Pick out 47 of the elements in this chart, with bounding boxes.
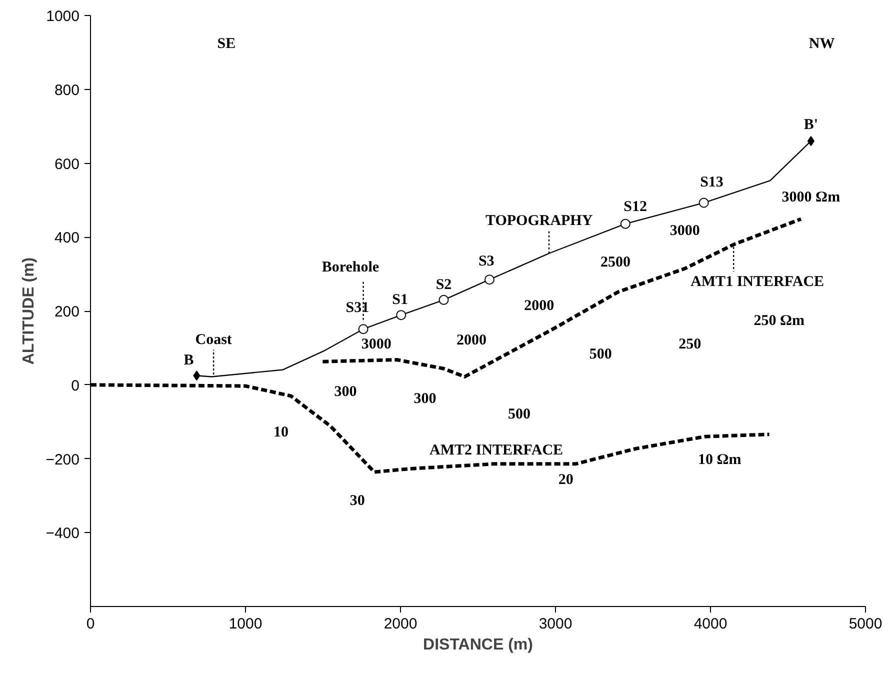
x-tick-label: 3000 <box>538 616 572 632</box>
annotation: 3000 Ωm <box>782 190 841 206</box>
annotation: 500 <box>589 346 612 362</box>
annotation: S31 <box>346 300 370 316</box>
annotation: 2000 <box>456 332 486 348</box>
annotation: 2500 <box>600 254 630 271</box>
y-tick-label: 200 <box>54 304 80 320</box>
x-axis-title: DISTANCE (m) <box>423 636 533 654</box>
y-tick-label: 400 <box>54 230 80 247</box>
annotation: 10 <box>273 424 288 440</box>
annotation: S12 <box>624 198 647 215</box>
annotation: 10 Ωm <box>698 452 742 468</box>
x-tick-label: 5000 <box>848 616 882 632</box>
annotation: 20 <box>558 472 574 488</box>
annotation: S13 <box>700 174 724 190</box>
y-tick-label: 800 <box>54 82 80 99</box>
annotation: 2000 <box>524 298 554 314</box>
annotation: 30 <box>350 493 365 510</box>
y-tick-label: 0 <box>71 377 80 394</box>
x-tick-label: 2000 <box>384 616 418 632</box>
annotation: 250 <box>678 336 702 353</box>
y-tick-label: −200 <box>46 451 80 468</box>
annotation: Borehole <box>322 259 380 276</box>
annotation: B <box>184 352 194 368</box>
annotation: AMT1 INTERFACE <box>690 274 824 290</box>
annotation: TOPOGRAPHY <box>485 212 593 229</box>
annotation: 300 <box>334 384 357 400</box>
annotation: 300 <box>414 391 436 408</box>
annotation: 250 Ωm <box>754 312 806 329</box>
annotation: AMT2 INTERFACE <box>430 442 564 459</box>
y-tick-label: −400 <box>46 525 80 542</box>
annotation: NW <box>808 36 835 52</box>
annotation: S3 <box>478 254 494 270</box>
y-tick-label: 1000 <box>46 8 80 25</box>
annotation: 500 <box>508 406 530 422</box>
annotation: Coast <box>195 332 232 348</box>
annotation: SE <box>217 36 236 52</box>
x-tick-label: 0 <box>86 616 95 632</box>
x-tick-label: 4000 <box>694 616 728 632</box>
y-axis-title: ALTITUDE (m) <box>20 257 38 365</box>
annotation: S2 <box>436 276 452 293</box>
annotation: B' <box>804 116 818 133</box>
annotation: 3000 <box>361 336 392 353</box>
y-tick-label: 600 <box>54 156 80 173</box>
annotation: 3000 <box>670 223 700 240</box>
x-tick-label: 1000 <box>228 616 262 632</box>
annotation: S1 <box>392 292 408 308</box>
